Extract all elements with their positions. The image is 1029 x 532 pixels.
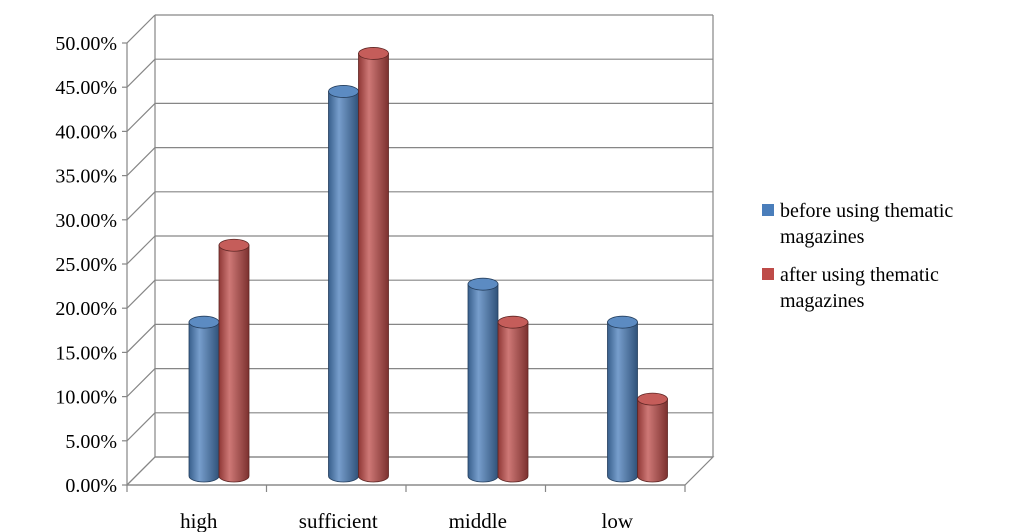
bar-top — [607, 315, 638, 329]
bar-body — [328, 91, 359, 483]
bar-body — [607, 321, 638, 483]
bar-top — [358, 47, 389, 60]
bar-body — [358, 53, 389, 483]
legend-item: before using thematic magazines — [762, 198, 1027, 250]
x-category-label: sufficient — [299, 509, 378, 532]
x-category-label: low — [602, 509, 634, 532]
gridline-diagonal — [126, 58, 156, 88]
gridline-diagonal — [126, 102, 156, 132]
legend-label: after using thematic magazines — [780, 264, 939, 312]
bar-body — [188, 321, 220, 483]
bar-body — [637, 398, 668, 483]
x-category-label: middle — [449, 509, 507, 532]
bar — [497, 315, 529, 483]
bar-top — [328, 85, 359, 98]
bar-body — [497, 321, 529, 483]
gridline-diagonal — [126, 323, 156, 353]
axes — [122, 15, 686, 492]
legend-item: after using thematic magazines — [762, 262, 1027, 314]
bar — [637, 392, 668, 483]
y-tick-label: 40.00% — [55, 121, 117, 143]
y-tick-label: 30.00% — [55, 210, 117, 232]
bar-body — [467, 283, 499, 483]
gridline-diagonal — [126, 147, 156, 177]
y-tick-label: 10.00% — [55, 387, 117, 409]
y-tick-label: 0.00% — [65, 475, 117, 497]
y-tick-label: 25.00% — [55, 254, 117, 276]
bar-top — [218, 238, 250, 252]
bar-top — [497, 315, 529, 329]
x-category-label: high — [180, 509, 218, 532]
y-tick-label: 35.00% — [55, 166, 117, 188]
bar-top — [467, 277, 499, 291]
y-tick-label: 5.00% — [65, 431, 117, 453]
gridline-diagonal — [126, 412, 156, 442]
gridline-diagonal — [126, 235, 156, 265]
bar — [218, 238, 250, 483]
legend-swatch — [762, 268, 774, 280]
y-tick-labels: 0.00% 5.00% 10.00% 15.00% 20.00% 25.00% 30.00%… — [55, 33, 117, 497]
gridline-diagonal — [126, 14, 156, 44]
bar — [328, 85, 359, 483]
gridline-diagonal — [126, 456, 156, 486]
y-tick-label: 50.00% — [55, 33, 117, 55]
y-tick-label: 15.00% — [55, 342, 117, 364]
bars — [188, 47, 668, 483]
y-tick-label: 45.00% — [55, 77, 117, 99]
bar — [607, 315, 638, 483]
y-tick-label: 20.00% — [55, 298, 117, 320]
bar — [358, 47, 389, 483]
bar-body — [218, 244, 250, 483]
bar — [467, 277, 499, 483]
bar — [188, 315, 220, 483]
x-category-labels: high sufficient middle low — [180, 509, 634, 532]
gridline-diagonal — [126, 279, 156, 309]
bar-top — [188, 315, 220, 329]
gridline-diagonal — [126, 368, 156, 398]
bar-top — [637, 392, 668, 406]
legend-label: before using thematic magazines — [780, 200, 954, 248]
legend-swatch — [762, 204, 774, 216]
legend: before using thematic magazines after usi… — [762, 198, 1027, 326]
gridline-diagonal — [126, 191, 156, 221]
